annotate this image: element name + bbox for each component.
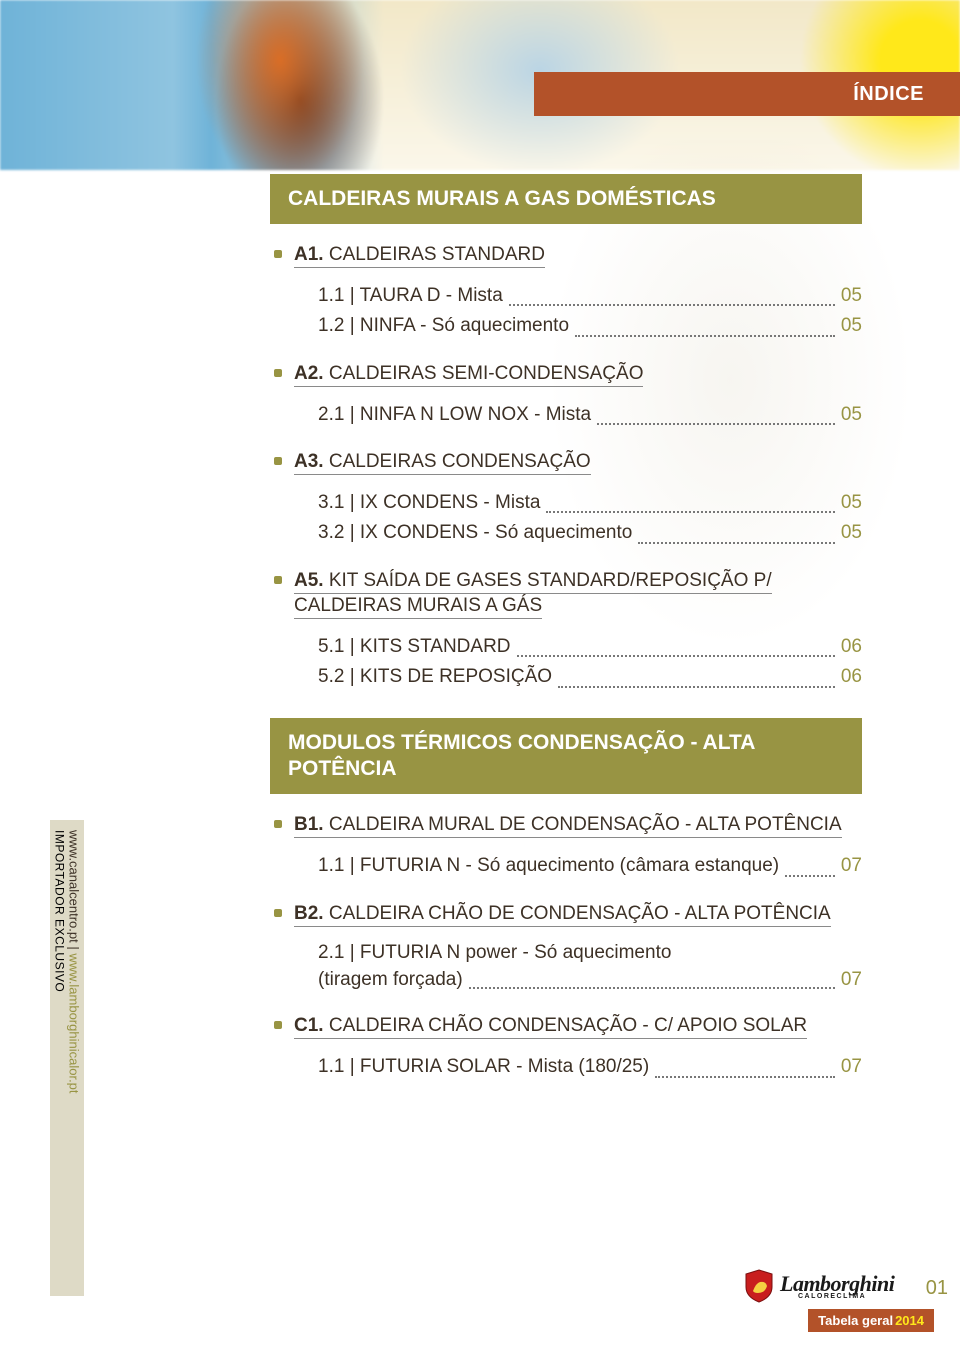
group-items: 5.1 | KITS STANDARD 06 5.2 | KITS DE REP… bbox=[318, 633, 862, 692]
leader-dots bbox=[546, 511, 834, 513]
toc-item-label-line1: 2.1 | FUTURIA N power - Só aquecimento bbox=[318, 940, 862, 967]
group-title: A2. CALDEIRAS SEMI-CONDENSAÇÃO bbox=[294, 363, 643, 387]
group-heading: B2. CALDEIRA CHÃO DE CONDENSAÇÃO - ALTA … bbox=[274, 901, 862, 927]
toc-item-page: 05 bbox=[841, 401, 862, 430]
brand-logo: Lamborghini CALORECLIMA 01 bbox=[744, 1269, 924, 1303]
tabela-label: Tabela geral bbox=[818, 1313, 893, 1328]
page-number: 01 bbox=[926, 1277, 948, 1300]
group-heading: A5. KIT SAÍDA DE GASES STANDARD/REPOSIÇÃ… bbox=[274, 568, 862, 619]
group-title: B2. CALDEIRA CHÃO DE CONDENSAÇÃO - ALTA … bbox=[294, 903, 831, 927]
leader-dots bbox=[575, 335, 835, 337]
toc-content: CALDEIRAS MURAIS A GAS DOMÉSTICAS A1. CA… bbox=[270, 174, 862, 1102]
toc-item: 3.2 | IX CONDENS - Só aquecimento 05 bbox=[318, 519, 862, 548]
toc-item-page: 07 bbox=[841, 1053, 862, 1082]
toc-item: 5.1 | KITS STANDARD 06 bbox=[318, 633, 862, 662]
toc-item-page: 07 bbox=[841, 852, 862, 881]
bullet-icon bbox=[274, 820, 282, 828]
leader-dots bbox=[517, 655, 835, 657]
tabela-badge: Tabela geral2014 bbox=[808, 1309, 934, 1332]
group-heading: A2. CALDEIRAS SEMI-CONDENSAÇÃO bbox=[274, 361, 862, 387]
leader-dots bbox=[558, 686, 835, 688]
bullet-icon bbox=[274, 1021, 282, 1029]
group-heading: A3. CALDEIRAS CONDENSAÇÃO bbox=[274, 449, 862, 475]
toc-item: 1.1 | FUTURIA N - Só aquecimento (câmara… bbox=[318, 852, 862, 881]
section-band-text: CALDEIRAS MURAIS A GAS DOMÉSTICAS bbox=[288, 187, 716, 210]
group-title: B1. CALDEIRA MURAL DE CONDENSAÇÃO - ALTA… bbox=[294, 814, 842, 838]
tabela-year: 2014 bbox=[895, 1313, 924, 1328]
brand-subtitle: CALORECLIMA bbox=[798, 1293, 894, 1300]
group-items: 1.1 | FUTURIA N - Só aquecimento (câmara… bbox=[318, 852, 862, 881]
toc-item-label: 5.2 | KITS DE REPOSIÇÃO bbox=[318, 663, 552, 692]
bullet-icon bbox=[274, 457, 282, 465]
leader-dots bbox=[785, 875, 835, 877]
toc-item: 3.1 | IX CONDENS - Mista 05 bbox=[318, 489, 862, 518]
brand-script: Lamborghini bbox=[780, 1273, 894, 1295]
toc-item-label: 3.2 | IX CONDENS - Só aquecimento bbox=[318, 519, 632, 548]
section-band-text: MODULOS TÉRMICOS CONDENSAÇÃO - ALTA POTÊ… bbox=[288, 731, 755, 780]
group-title: A1. CALDEIRAS STANDARD bbox=[294, 244, 545, 268]
side-urls: www.canalcentro.pt | www.lamborghinicalo… bbox=[67, 830, 82, 1094]
group-title: A3. CALDEIRAS CONDENSAÇÃO bbox=[294, 451, 591, 475]
section-band: MODULOS TÉRMICOS CONDENSAÇÃO - ALTA POTÊ… bbox=[270, 718, 862, 795]
toc-item-page: 05 bbox=[841, 519, 862, 548]
toc-item-label-line2: (tiragem forçada) bbox=[318, 967, 463, 994]
leader-dots bbox=[597, 423, 835, 425]
leader-dots bbox=[655, 1076, 835, 1078]
shield-icon bbox=[744, 1269, 774, 1303]
group-heading: A1. CALDEIRAS STANDARD bbox=[274, 242, 862, 268]
toc-item-page: 05 bbox=[841, 312, 862, 341]
bullet-icon bbox=[274, 369, 282, 377]
toc-item-page: 06 bbox=[841, 663, 862, 692]
toc-item: 2.1 | NINFA N LOW NOX - Mista 05 bbox=[318, 401, 862, 430]
footer: Lamborghini CALORECLIMA 01 Tabela geral2… bbox=[744, 1269, 924, 1332]
toc-item: 1.2 | NINFA - Só aquecimento 05 bbox=[318, 312, 862, 341]
toc-item-label: 3.1 | IX CONDENS - Mista bbox=[318, 489, 540, 518]
toc-item-label: 1.1 | FUTURIA SOLAR - Mista (180/25) bbox=[318, 1053, 649, 1082]
toc-item-page: 06 bbox=[841, 633, 862, 662]
toc-item: 5.2 | KITS DE REPOSIÇÃO 06 bbox=[318, 663, 862, 692]
group-title: A5. KIT SAÍDA DE GASES STANDARD/REPOSIÇÃ… bbox=[294, 570, 772, 620]
leader-dots bbox=[469, 987, 835, 989]
side-url-1: www.canalcentro.pt bbox=[67, 830, 82, 943]
section-band: CALDEIRAS MURAIS A GAS DOMÉSTICAS bbox=[270, 174, 862, 224]
toc-item: 1.1 | TAURA D - Mista 05 bbox=[318, 282, 862, 311]
toc-item-page: 05 bbox=[841, 489, 862, 518]
side-url-2: www.lamborghinicalor.pt bbox=[67, 953, 82, 1093]
group-items: 3.1 | IX CONDENS - Mista 05 3.2 | IX CON… bbox=[318, 489, 862, 548]
side-importer-label: IMPORTADOR EXCLUSIVO bbox=[53, 830, 67, 992]
toc-item-page: 05 bbox=[841, 282, 862, 311]
group-heading: B1. CALDEIRA MURAL DE CONDENSAÇÃO - ALTA… bbox=[274, 812, 862, 838]
toc-item-label: 1.1 | FUTURIA N - Só aquecimento (câmara… bbox=[318, 852, 779, 881]
group-items: 1.1 | FUTURIA SOLAR - Mista (180/25) 07 bbox=[318, 1053, 862, 1082]
header-label: ÍNDICE bbox=[853, 83, 924, 106]
group-items: 2.1 | NINFA N LOW NOX - Mista 05 bbox=[318, 401, 862, 430]
toc-item: 1.1 | FUTURIA SOLAR - Mista (180/25) 07 bbox=[318, 1053, 862, 1082]
toc-item-page: 07 bbox=[841, 967, 862, 994]
toc-item-multiline: 2.1 | FUTURIA N power - Só aquecimento (… bbox=[318, 940, 862, 993]
brand-text: Lamborghini CALORECLIMA bbox=[780, 1273, 894, 1300]
bullet-icon bbox=[274, 576, 282, 584]
leader-dots bbox=[509, 304, 835, 306]
bullet-icon bbox=[274, 909, 282, 917]
group-items: 1.1 | TAURA D - Mista 05 1.2 | NINFA - S… bbox=[318, 282, 862, 341]
toc-item-label: 5.1 | KITS STANDARD bbox=[318, 633, 511, 662]
toc-item-label: 2.1 | NINFA N LOW NOX - Mista bbox=[318, 401, 591, 430]
bullet-icon bbox=[274, 250, 282, 258]
toc-item-label: 1.1 | TAURA D - Mista bbox=[318, 282, 503, 311]
header-indice-bar: ÍNDICE bbox=[534, 72, 960, 116]
leader-dots bbox=[638, 542, 835, 544]
group-heading: C1. CALDEIRA CHÃO CONDENSAÇÃO - C/ APOIO… bbox=[274, 1013, 862, 1039]
side-sep: | bbox=[67, 943, 82, 954]
group-title: C1. CALDEIRA CHÃO CONDENSAÇÃO - C/ APOIO… bbox=[294, 1015, 807, 1039]
toc-item-label: 1.2 | NINFA - Só aquecimento bbox=[318, 312, 569, 341]
side-tab: IMPORTADOR EXCLUSIVO www.canalcentro.pt … bbox=[50, 820, 84, 1296]
